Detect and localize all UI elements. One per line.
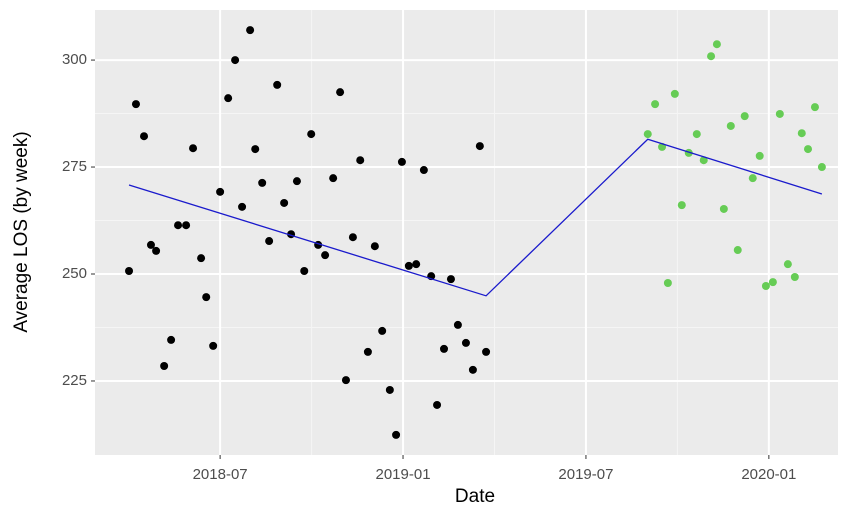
point: [804, 145, 813, 154]
point: [677, 201, 686, 210]
point: [817, 163, 826, 172]
x-tick-label: 2019-01: [375, 466, 430, 483]
point: [265, 237, 274, 246]
point: [404, 261, 413, 270]
point: [651, 100, 660, 109]
point: [755, 151, 764, 160]
point: [336, 88, 345, 97]
x-tick-label: 2020-01: [741, 466, 796, 483]
point: [440, 344, 449, 353]
y-axis-title: Average LOS (by week): [11, 131, 32, 332]
point: [378, 326, 387, 335]
point: [348, 233, 357, 242]
point: [152, 246, 161, 255]
point: [385, 385, 394, 394]
point: [810, 103, 819, 112]
point: [707, 52, 716, 61]
point: [775, 109, 784, 118]
point: [280, 198, 289, 207]
point: [125, 267, 134, 276]
point: [189, 144, 198, 153]
point: [699, 156, 708, 165]
y-tick-label: 225: [62, 372, 87, 389]
point: [726, 121, 735, 130]
point: [670, 89, 679, 98]
point: [733, 246, 742, 255]
point: [329, 174, 338, 183]
point: [370, 242, 379, 251]
point: [433, 400, 442, 409]
point: [258, 178, 267, 187]
point: [363, 347, 372, 356]
point: [797, 129, 806, 138]
point: [321, 251, 330, 260]
point: [790, 273, 799, 281]
point: [412, 260, 421, 269]
point: [202, 293, 211, 302]
panel-background: [95, 10, 838, 455]
point: [748, 174, 757, 183]
point: [341, 376, 350, 385]
point: [446, 275, 455, 284]
y-tick-label: 275: [62, 158, 87, 175]
point: [160, 362, 169, 370]
point: [146, 240, 155, 249]
point: [216, 187, 225, 196]
point: [197, 254, 206, 263]
trend-line: [128, 138, 823, 297]
point: [300, 267, 309, 276]
point: [174, 221, 183, 230]
point: [740, 112, 749, 121]
point: [761, 281, 770, 290]
x-tick-label: 2019-07: [558, 466, 613, 483]
point: [475, 142, 484, 151]
point: [246, 26, 255, 35]
point: [643, 130, 652, 139]
point: [719, 204, 728, 213]
point: [140, 132, 149, 141]
point: [231, 56, 240, 65]
point: [131, 100, 140, 109]
x-tick-label: 2018-07: [193, 466, 248, 483]
x-axis-title: Date: [455, 486, 495, 507]
point: [209, 341, 218, 350]
y-tick-label: 250: [62, 265, 87, 282]
point: [419, 166, 428, 175]
point: [692, 130, 701, 139]
point: [167, 335, 176, 344]
point: [392, 430, 401, 439]
point: [783, 260, 792, 269]
point: [468, 365, 477, 374]
point: [224, 94, 233, 103]
point: [663, 278, 672, 287]
point: [397, 157, 406, 166]
point: [251, 145, 260, 154]
point: [182, 221, 191, 230]
point: [307, 130, 316, 139]
point: [292, 177, 301, 186]
point: [356, 156, 365, 165]
point: [453, 320, 462, 329]
point: [273, 80, 282, 89]
point: [768, 278, 777, 287]
point: [238, 202, 247, 211]
point: [461, 338, 470, 347]
point: [712, 40, 721, 49]
point: [482, 347, 491, 356]
y-tick-label: 300: [62, 51, 87, 68]
